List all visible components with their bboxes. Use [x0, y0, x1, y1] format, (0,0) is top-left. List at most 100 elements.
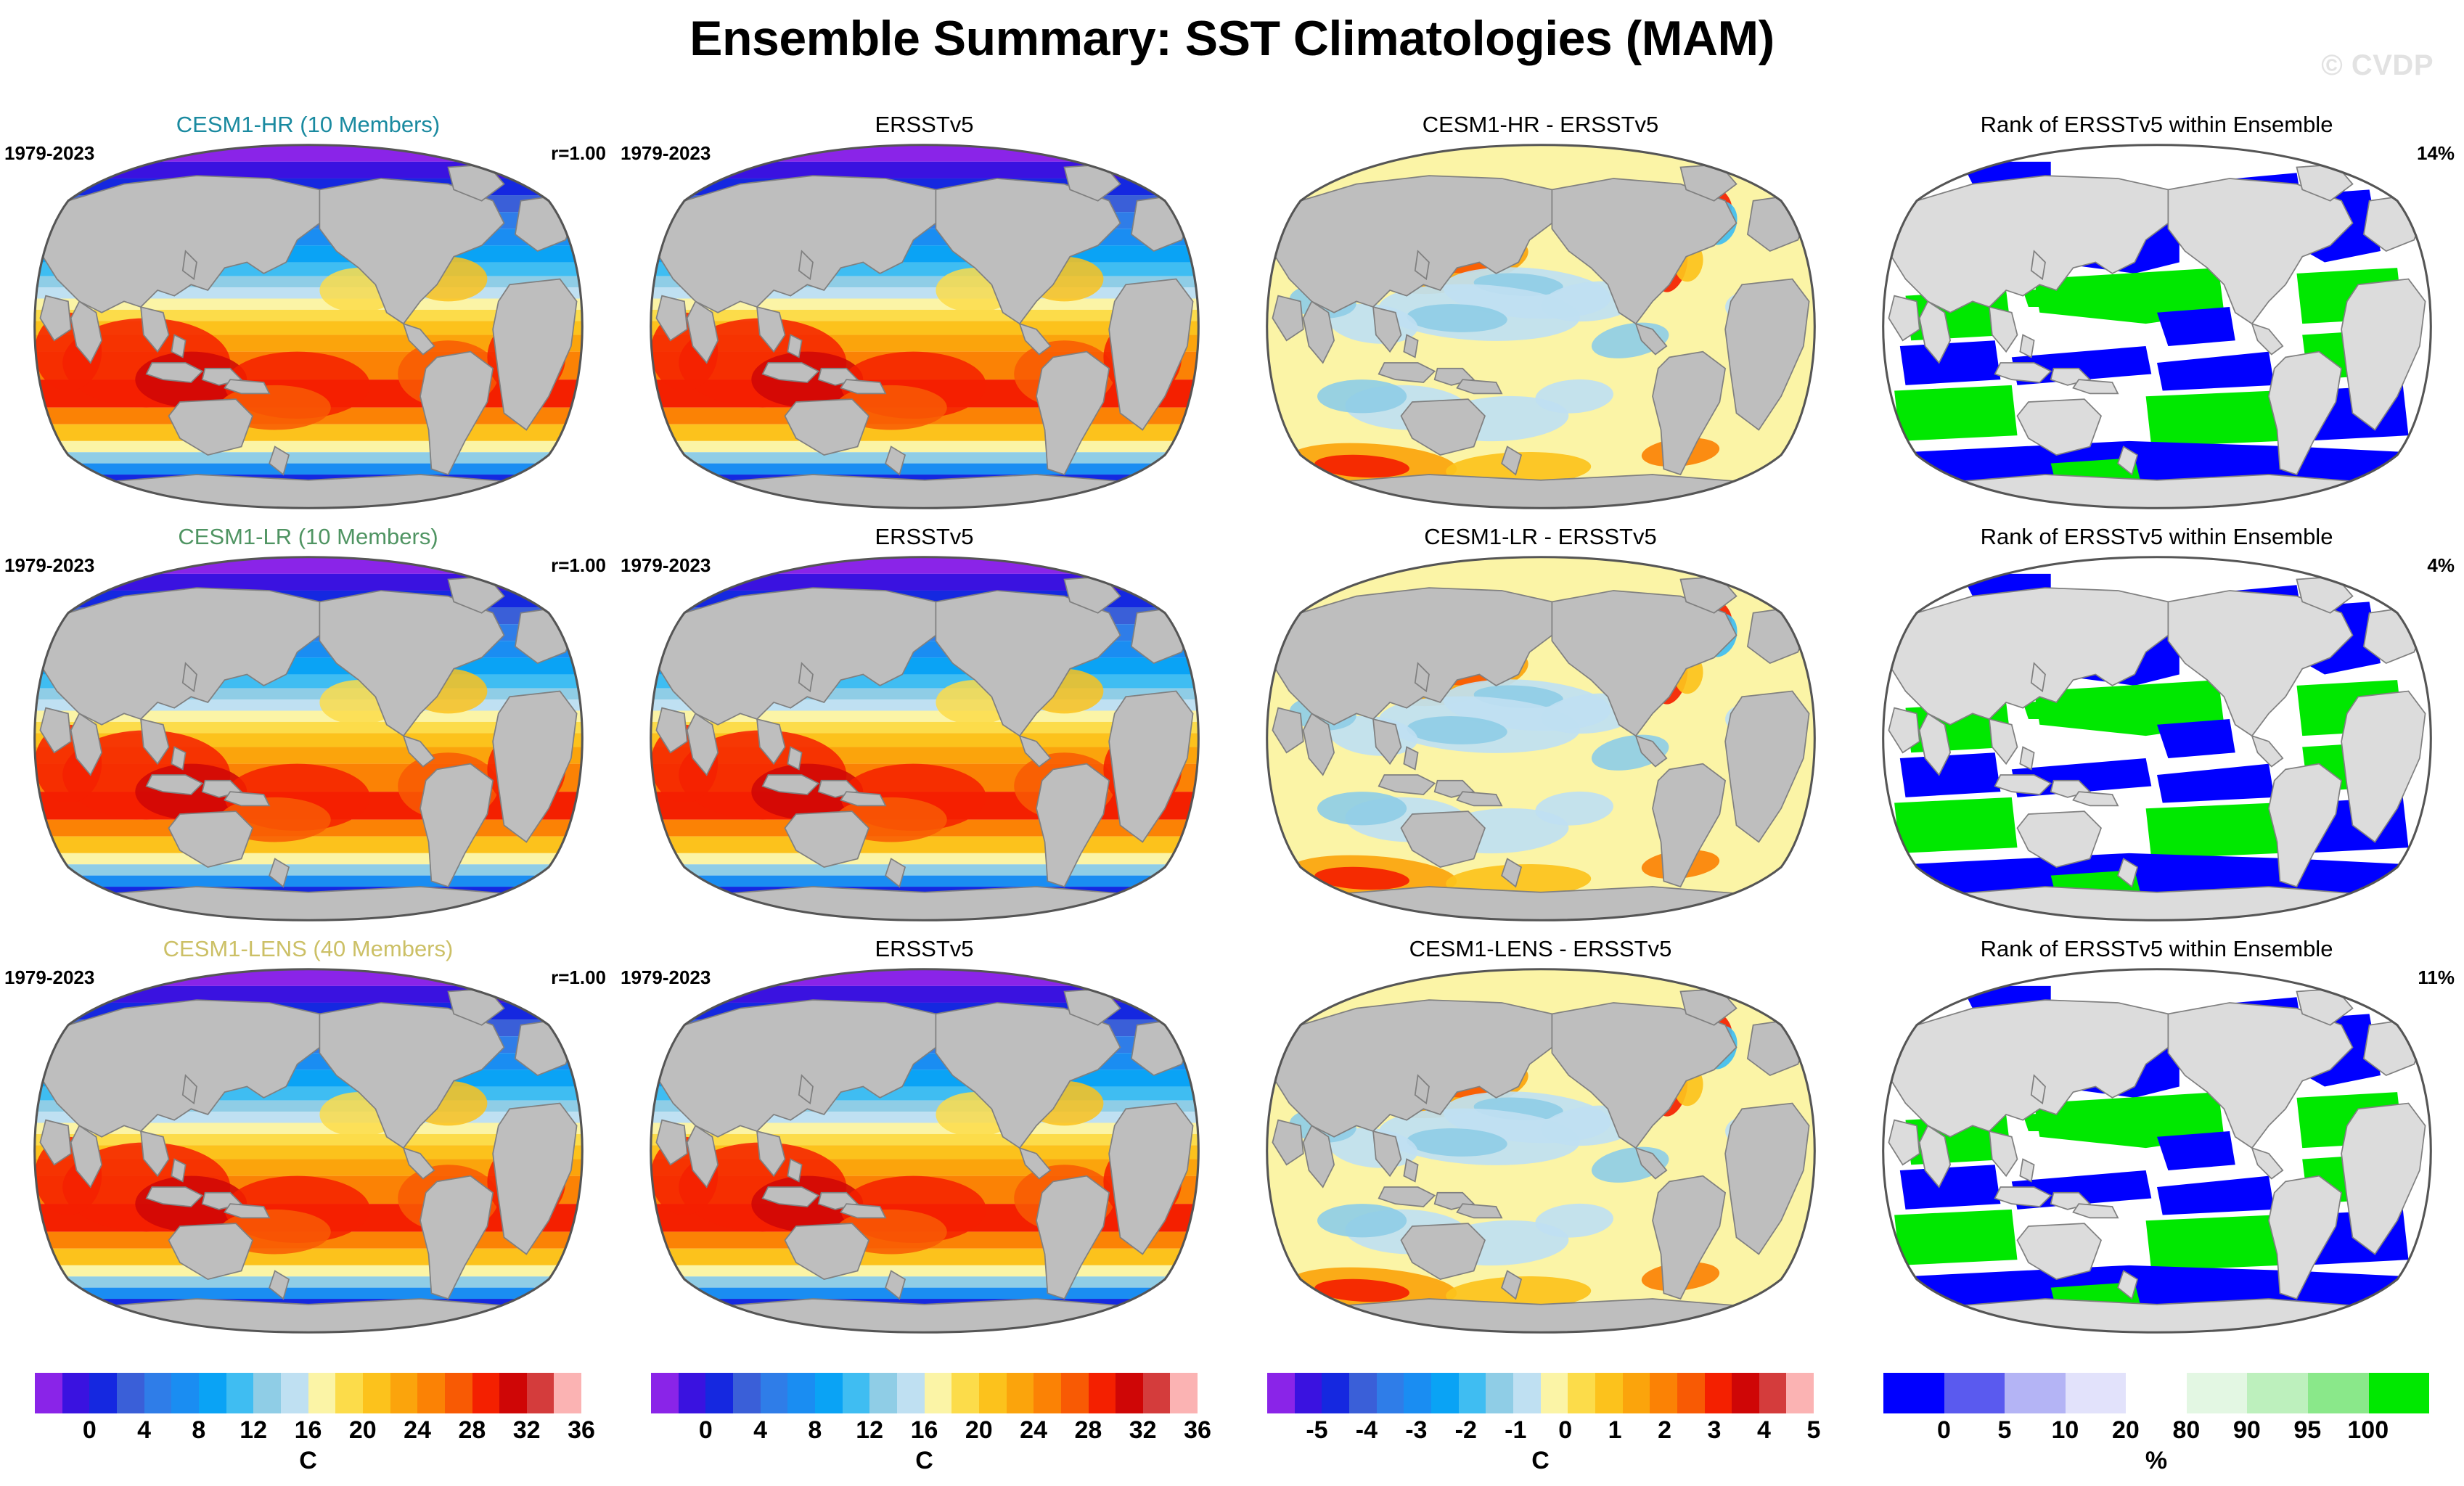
colorbar-ticks: 0 5 10 20 80 90 95 100	[1849, 1416, 2464, 1448]
period-label-obs-row0: 1979-2023	[621, 142, 711, 164]
colorbar-swatch	[1322, 1373, 1349, 1413]
colorbar-tick: -3	[1405, 1416, 1428, 1444]
panel-obs-climatology-row0[interactable]: ERSSTv5 1979-2023	[616, 109, 1232, 521]
map-difference-row1	[1261, 550, 1820, 927]
colorbar-swatch	[1786, 1373, 1814, 1413]
colorbar-swatch	[951, 1373, 979, 1413]
colorbar-tick: 32	[512, 1416, 541, 1444]
panel-rank-row0[interactable]: Rank of ERSSTv5 within Ensemble 14%	[1849, 109, 2464, 521]
panel-title-model-row1: CESM1-LR (10 Members)	[178, 524, 438, 549]
colorbar-tick: 20	[2111, 1416, 2140, 1444]
panel-title-rank-row1: Rank of ERSSTv5 within Ensemble	[1980, 524, 2333, 549]
map-model-climatology-row2	[29, 962, 588, 1339]
colorbar-swatch	[390, 1373, 418, 1413]
colorbar-strip	[35, 1373, 582, 1413]
colorbar-swatch	[1404, 1373, 1431, 1413]
colorbar-swatch	[1458, 1373, 1486, 1413]
colorbar-row: 0 4 8 12 16 20 24 28 32 36 C 0 4 8 12 16 20 24 28 32 36 C …	[0, 1355, 2464, 1486]
colorbar-strip	[651, 1373, 1198, 1413]
page-title: Ensemble Summary: SST Climatologies (MAM…	[689, 11, 1775, 66]
colorbar-swatch	[1568, 1373, 1595, 1413]
panel-row-1: CESM1-LR (10 Members) 1979-2023 r=1.00 E…	[0, 521, 2464, 933]
panel-difference-row0[interactable]: CESM1-HR - ERSSTv5	[1232, 109, 1849, 521]
panel-title-rank-row0: Rank of ERSSTv5 within Ensemble	[1980, 112, 2333, 137]
colorbar-swatch	[978, 1373, 1007, 1413]
map-rank-row2	[1878, 962, 2436, 1339]
panel-obs-climatology-row1[interactable]: ERSSTv5 1979-2023	[616, 521, 1232, 933]
colorbar-tick: 0	[1937, 1416, 1951, 1444]
colorbar-swatch	[1348, 1373, 1377, 1413]
colorbar-swatch	[1376, 1373, 1404, 1413]
panel-title-model-row2: CESM1-LENS (40 Members)	[163, 936, 454, 961]
colorbar-swatch	[1267, 1373, 1295, 1413]
map-model-climatology-row0	[29, 138, 588, 515]
colorbar-swatch	[2065, 1373, 2127, 1413]
colorbar-swatch	[171, 1373, 199, 1413]
colorbar-tick: 3	[1707, 1416, 1722, 1444]
colorbar-swatch	[651, 1373, 679, 1413]
period-label-obs-row2: 1979-2023	[621, 966, 711, 988]
panel-model-climatology-row2[interactable]: CESM1-LENS (40 Members) 1979-2023 r=1.00	[0, 933, 616, 1345]
panel-model-climatology-row0[interactable]: CESM1-HR (10 Members) 1979-2023 r=1.00	[0, 109, 616, 521]
period-label-model-row1: 1979-2023	[4, 554, 95, 576]
colorbar-tick: 0	[698, 1416, 713, 1444]
colorbar-swatch	[1294, 1373, 1322, 1413]
colorbar-tick: 16	[910, 1416, 938, 1444]
colorbar-swatch	[116, 1373, 144, 1413]
rank-colorbar-col4[interactable]: 0 5 10 20 80 90 95 100 %	[1849, 1355, 2464, 1486]
colorbar-swatch	[35, 1373, 62, 1413]
colorbar-swatch	[814, 1373, 843, 1413]
colorbar-tick: 0	[1558, 1416, 1573, 1444]
map-difference-row0	[1261, 138, 1820, 515]
colorbar-swatch	[2126, 1373, 2187, 1413]
panel-obs-climatology-row2[interactable]: ERSSTv5 1979-2023	[616, 933, 1232, 1345]
colorbar-swatch	[1486, 1373, 1513, 1413]
colorbar-swatch	[1006, 1373, 1034, 1413]
colorbar-unit-label: C	[299, 1447, 317, 1474]
panel-difference-row1[interactable]: CESM1-LR - ERSSTv5	[1232, 521, 1849, 933]
diff-colorbar-col3[interactable]: -5 -4 -3 -2 -1 0 1 2 3 4 5 C	[1232, 1355, 1849, 1486]
colorbar-tick: 80	[2172, 1416, 2201, 1444]
correlation-label-row1: r=1.00	[551, 554, 606, 576]
colorbar-unit-label: C	[1531, 1447, 1550, 1474]
panel-model-climatology-row1[interactable]: CESM1-LR (10 Members) 1979-2023 r=1.00	[0, 521, 616, 933]
rank-value-row1: 4%	[2427, 554, 2455, 576]
colorbar-swatch	[1116, 1373, 1143, 1413]
colorbar-tick: 4	[137, 1416, 152, 1444]
sst-colorbar-col1[interactable]: 0 4 8 12 16 20 24 28 32 36 C	[0, 1355, 616, 1486]
colorbar-tick: 100	[2347, 1416, 2389, 1444]
colorbar-swatch	[705, 1373, 733, 1413]
colorbar-swatch	[2247, 1373, 2308, 1413]
colorbar-swatch	[417, 1373, 445, 1413]
period-label-obs-row1: 1979-2023	[621, 554, 711, 576]
colorbar-swatch	[198, 1373, 226, 1413]
colorbar-swatch	[678, 1373, 706, 1413]
colorbar-swatch	[1704, 1373, 1732, 1413]
colorbar-swatch	[1513, 1373, 1541, 1413]
panel-rank-row2[interactable]: Rank of ERSSTv5 within Ensemble 11%	[1849, 933, 2464, 1345]
colorbar-swatch	[787, 1373, 815, 1413]
colorbar-tick: 90	[2232, 1416, 2261, 1444]
correlation-label-row2: r=1.00	[551, 966, 606, 988]
panel-title-obs-row1: ERSSTv5	[875, 524, 974, 549]
colorbar-swatch	[1430, 1373, 1459, 1413]
colorbar-tick: -5	[1306, 1416, 1328, 1444]
colorbar-swatch	[1595, 1373, 1623, 1413]
panel-rank-row1[interactable]: Rank of ERSSTv5 within Ensemble 4%	[1849, 521, 2464, 933]
colorbar-swatch	[760, 1373, 788, 1413]
panel-title-obs-row0: ERSSTv5	[875, 112, 974, 137]
colorbar-tick: 24	[1020, 1416, 1048, 1444]
colorbar-strip	[1883, 1373, 2430, 1413]
colorbar-swatch	[226, 1373, 254, 1413]
panel-title-model-row0: CESM1-HR (10 Members)	[176, 112, 441, 137]
panel-difference-row2[interactable]: CESM1-LENS - ERSSTv5	[1232, 933, 1849, 1345]
rank-value-row0: 14%	[2416, 142, 2455, 164]
sst-colorbar-col2[interactable]: 0 4 8 12 16 20 24 28 32 36 C	[616, 1355, 1232, 1486]
colorbar-ticks: -5 -4 -3 -2 -1 0 1 2 3 4 5	[1232, 1416, 1849, 1448]
colorbar-swatch	[1732, 1373, 1759, 1413]
colorbar-swatch	[526, 1373, 554, 1413]
colorbar-swatch	[2005, 1373, 2066, 1413]
colorbar-swatch	[1944, 1373, 2005, 1413]
colorbar-tick: 24	[404, 1416, 432, 1444]
colorbar-tick: 4	[753, 1416, 768, 1444]
